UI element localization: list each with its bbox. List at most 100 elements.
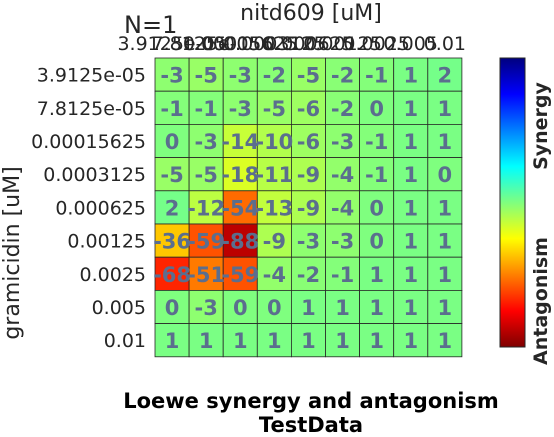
heatmap-cell (393, 124, 429, 159)
heatmap-cell (359, 124, 395, 159)
heatmap-cell-value: 1 (438, 263, 453, 287)
heatmap-cell-value: 1 (403, 130, 418, 154)
heatmap-cell (325, 90, 360, 125)
heatmap-cell (256, 256, 292, 291)
y-tick-label: 0.0025 (80, 264, 146, 286)
heatmap-cell-value: 1 (335, 329, 350, 353)
heatmap-cell-value: 1 (369, 329, 384, 353)
heatmap-cell (222, 124, 258, 159)
heatmap-cell (359, 90, 395, 125)
heatmap-cell-value: -4 (331, 163, 354, 187)
heatmap-cell (154, 190, 190, 225)
x-tick-labels: 3.9125e-057.8125e-050.000156250.00031250… (117, 33, 466, 55)
heatmap-cell-value: 0 (165, 296, 180, 320)
heatmap-cells (154, 57, 463, 358)
heatmap-cell (393, 323, 429, 358)
heatmap-cell (325, 289, 360, 324)
heatmap-cell-value: 1 (165, 329, 180, 353)
heatmap-cell-value: 1 (438, 296, 453, 320)
x-tick-label: 7.8125e-05 (152, 33, 261, 55)
heatmap-cell-value: -5 (194, 163, 217, 187)
heatmap-cell-value: 1 (403, 163, 418, 187)
heatmap-cell (427, 190, 463, 225)
heatmap-cell (427, 57, 463, 92)
heatmap-cell-value: -68 (153, 263, 191, 287)
heatmap-cell-value: -2 (331, 64, 354, 88)
heatmap-cell-value: 1 (403, 296, 418, 320)
heatmap-cell (290, 190, 326, 225)
x-axis-title: nitd609 [uM] (240, 1, 382, 26)
heatmap-cell (290, 124, 326, 159)
heatmap-cell-value: -1 (160, 97, 183, 121)
heatmap-cell-value: -1 (365, 163, 388, 187)
heatmap-cell (325, 323, 360, 358)
heatmap-cell-value: 1 (403, 97, 418, 121)
heatmap-cell (154, 90, 190, 125)
heatmap-cell-value: -5 (160, 163, 183, 187)
heatmap-cell (154, 124, 190, 159)
heatmap-cell (290, 256, 326, 291)
colorbar-label-synergy: Synergy (530, 81, 552, 169)
heatmap-cell (256, 323, 292, 358)
heatmap-cell-value: 1 (335, 296, 350, 320)
heatmap-cell (222, 256, 258, 291)
heatmap-cell-value: -3 (331, 230, 354, 254)
heatmap-cell-value: 1 (369, 263, 384, 287)
heatmap-cell-value: -9 (297, 196, 320, 220)
x-tick-label: 0.00125 (303, 33, 382, 55)
heatmap-cell (359, 157, 395, 192)
heatmap-cell-value: -3 (331, 130, 354, 154)
heatmap-cell-value: -2 (331, 97, 354, 121)
y-axis-title: gramicidin [uM] (0, 166, 25, 339)
heatmap-cell (188, 323, 224, 358)
heatmap-cell (188, 256, 224, 291)
heatmap-cell-value: 1 (438, 230, 453, 254)
heatmap-cell (256, 190, 292, 225)
heatmap-cell-value: -13 (255, 196, 293, 220)
heatmap-cell-value: 0 (438, 163, 453, 187)
heatmap-cell-value: -51 (187, 263, 225, 287)
heatmap-cell (427, 124, 463, 159)
heatmap-cell-value: -6 (297, 97, 320, 121)
heatmap-cell-value: -5 (297, 64, 320, 88)
heatmap-cell-value: -4 (331, 196, 354, 220)
heatmap-cell (359, 323, 395, 358)
heatmap-cell (325, 223, 360, 258)
annotation-n: N=1 (124, 11, 177, 39)
heatmap-cell (188, 289, 224, 324)
heatmap-cell-value: 0 (165, 130, 180, 154)
heatmap-cell-value: -12 (187, 196, 225, 220)
heatmap-cell (290, 289, 326, 324)
heatmap-cell-value: 0 (369, 230, 384, 254)
heatmap-cell-value: -1 (194, 97, 217, 121)
y-tick-label: 0.0003125 (43, 164, 146, 186)
heatmap-cell-value: -36 (153, 230, 191, 254)
heatmap-cell-value: -11 (255, 163, 293, 187)
heatmap-cell (222, 323, 258, 358)
heatmap-cell (427, 90, 463, 125)
x-tick-label: 3.9125e-05 (117, 33, 226, 55)
heatmap-cell-value: -9 (297, 163, 320, 187)
heatmap-cell-value: 1 (301, 296, 316, 320)
heatmap-cell (427, 256, 463, 291)
colorbar-label-antagonism: Antagonism (530, 237, 552, 365)
heatmap-cell (290, 157, 326, 192)
heatmap-cell-value: 1 (199, 329, 214, 353)
colorbar (499, 57, 526, 348)
x-tick-label: 0.01 (424, 33, 466, 55)
heatmap-cell (393, 157, 429, 192)
heatmap-cell (154, 289, 190, 324)
heatmap-cell-value: -3 (297, 230, 320, 254)
y-tick-label: 0.00015625 (31, 131, 146, 153)
heatmap-cell-value: -2 (297, 263, 320, 287)
heatmap-cell-value: 2 (438, 64, 453, 88)
heatmap-cell (393, 289, 429, 324)
heatmap-cell-value: -5 (194, 64, 217, 88)
y-tick-label: 3.9125e-05 (37, 65, 146, 87)
heatmap-cell-value: 1 (403, 64, 418, 88)
x-tick-label: 0.0025 (343, 33, 409, 55)
heatmap-cell-value: 1 (301, 329, 316, 353)
heatmap-cell-value: -3 (194, 296, 217, 320)
heatmap-cell-value: 1 (438, 329, 453, 353)
